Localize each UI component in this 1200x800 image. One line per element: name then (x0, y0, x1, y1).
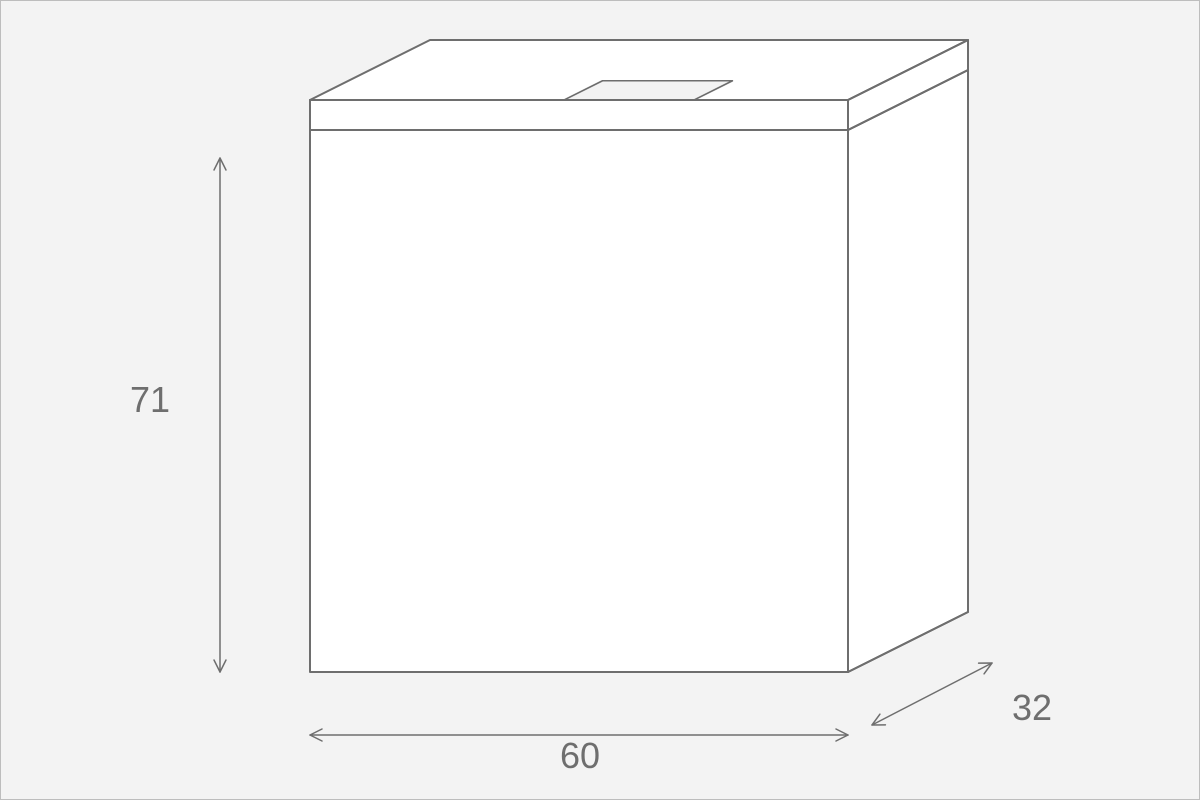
technical-drawing: 71 60 32 (0, 0, 1200, 800)
drawing-svg: 71 60 32 (0, 0, 1200, 800)
dim-depth-label: 32 (1012, 687, 1052, 728)
dim-width-label: 60 (560, 735, 600, 776)
dim-height-label: 71 (130, 379, 170, 420)
